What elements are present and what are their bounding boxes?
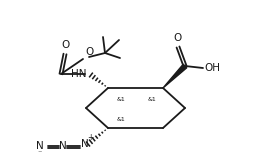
- Text: OH: OH: [204, 63, 220, 73]
- Text: &1: &1: [117, 116, 125, 121]
- Text: N: N: [36, 141, 44, 151]
- Text: O: O: [61, 40, 69, 50]
- Text: N: N: [59, 141, 67, 151]
- Text: HN: HN: [72, 69, 87, 79]
- Polygon shape: [163, 64, 187, 88]
- Text: &1: &1: [148, 96, 156, 101]
- Text: O: O: [85, 47, 93, 57]
- Text: +: +: [87, 133, 93, 143]
- Text: N: N: [81, 139, 89, 149]
- Text: ⁻: ⁻: [38, 148, 42, 157]
- Text: O: O: [174, 33, 182, 43]
- Text: &1: &1: [117, 96, 125, 101]
